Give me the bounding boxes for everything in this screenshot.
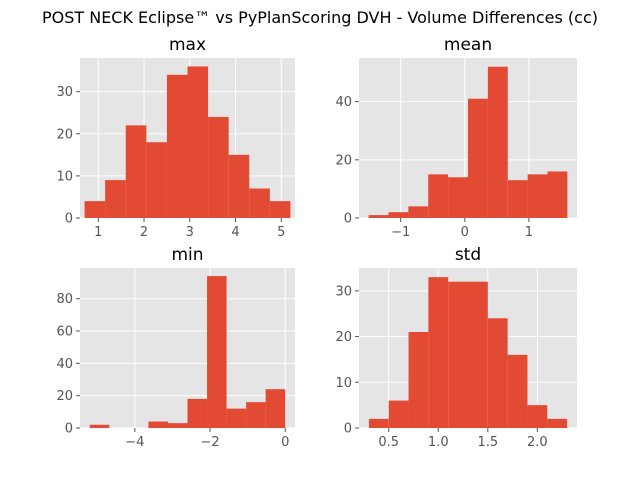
y-tick-label: 0: [344, 212, 352, 227]
y-tick-label: 40: [335, 95, 352, 110]
x-tick-label: 3: [186, 225, 194, 240]
x-tick-label: 1.5: [477, 435, 498, 450]
histogram-bar: [408, 206, 429, 218]
x-tick-label: 2.0: [527, 435, 548, 450]
x-tick-label: 5: [277, 225, 285, 240]
histogram-bar: [226, 408, 247, 428]
histogram-bar: [547, 171, 568, 218]
y-tick-label: 0: [344, 422, 352, 437]
y-tick-label: 20: [335, 153, 352, 168]
histogram-bar: [448, 281, 468, 428]
histogram-bar: [166, 74, 188, 218]
histogram-bar: [207, 276, 227, 428]
x-tick-label: 0.5: [378, 435, 399, 450]
figure-suptitle: POST NECK Eclipse™ vs PyPlanScoring DVH …: [42, 8, 598, 27]
histogram-bar: [84, 201, 106, 218]
x-tick-label: 4: [231, 225, 239, 240]
histogram-bar: [368, 418, 389, 428]
histogram-bar: [487, 66, 508, 219]
histogram-bar: [265, 389, 286, 428]
x-tick-label: 1: [94, 225, 102, 240]
y-tick-label: 0: [65, 422, 73, 437]
x-tick-label: −4: [125, 435, 144, 450]
x-tick-label: 2: [140, 225, 148, 240]
histogram-bar: [187, 398, 208, 428]
subplot-title: mean: [444, 35, 492, 55]
histogram-bar: [246, 402, 266, 428]
histogram-bar: [368, 215, 389, 218]
y-tick-label: 80: [56, 292, 73, 307]
x-tick-label: 1.0: [428, 435, 449, 450]
y-tick-label: 10: [56, 169, 73, 184]
subplot-title: max: [169, 35, 206, 55]
y-tick-label: 20: [335, 330, 352, 345]
histogram-bar: [468, 98, 488, 218]
histogram-bar: [148, 421, 168, 428]
histogram-bar: [408, 332, 429, 428]
y-tick-label: 30: [56, 85, 73, 100]
y-tick-label: 10: [335, 376, 352, 391]
subplot-std: 0.5 1.0 1.5 2.0 0 10 20 30 std: [335, 245, 577, 450]
histogram-bar: [448, 177, 468, 218]
histogram-bar: [187, 66, 209, 218]
y-tick-label: 60: [56, 325, 73, 340]
histogram-bar: [428, 174, 449, 218]
y-tick-label: 40: [56, 357, 73, 372]
x-tick-label: 0: [281, 435, 289, 450]
subplot-max: 1 2 3 4 5 0 10 20 30 max: [56, 35, 295, 240]
subplot-title: min: [171, 245, 203, 265]
histogram-bar: [507, 180, 528, 218]
histogram-bar: [428, 277, 449, 428]
histogram-bar: [89, 424, 110, 428]
histogram-bar: [388, 400, 409, 428]
histogram-bar: [208, 116, 229, 218]
x-tick-label: 0: [461, 225, 469, 240]
x-tick-label: −2: [200, 435, 219, 450]
histogram-bar: [527, 405, 548, 428]
y-tick-label: 20: [56, 127, 73, 142]
histogram-bar: [146, 142, 167, 218]
y-tick-label: 20: [56, 389, 73, 404]
x-tick-label: −1: [391, 225, 410, 240]
subplot-min: −4 −2 0 0 20 40 60 80 min: [56, 245, 295, 450]
histogram-bar: [507, 354, 528, 428]
histogram-bar: [249, 188, 270, 218]
histogram-bar: [468, 281, 488, 428]
x-tick-label: 1: [525, 225, 533, 240]
subplot-title: std: [455, 245, 481, 265]
y-tick-label: 30: [335, 284, 352, 299]
histogram-bar: [125, 125, 147, 218]
histogram-bar: [105, 180, 126, 218]
histogram-bar: [269, 201, 291, 218]
histogram-bar: [167, 423, 188, 428]
histogram-bar: [527, 174, 548, 218]
histogram-bar: [547, 418, 568, 428]
histogram-bar: [228, 154, 250, 218]
y-tick-label: 0: [65, 212, 73, 227]
histogram-bar: [388, 212, 409, 218]
histogram-bar: [487, 318, 508, 428]
